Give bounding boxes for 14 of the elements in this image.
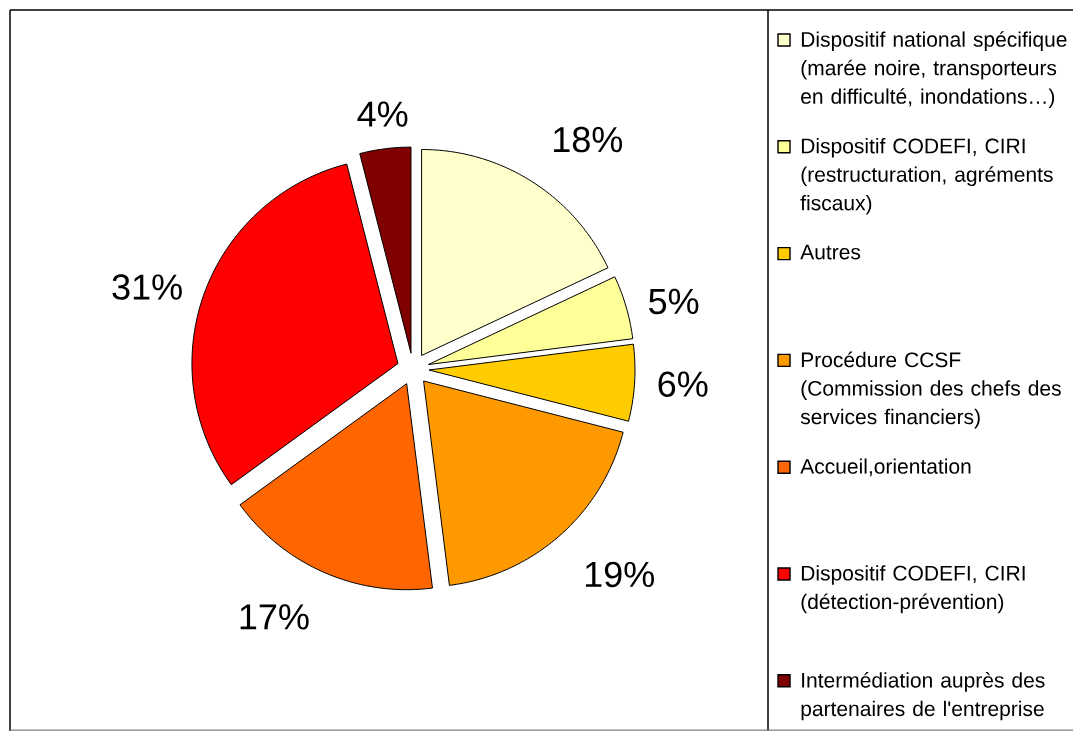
data-label: 18% — [554, 126, 623, 153]
legend-label: Intermédiation auprès des partenaires de l'entreprise — [801, 671, 1045, 721]
legend-label: Autres — [800, 244, 861, 260]
legend-label: Dispositif CODEFI, CIRI (restructuration, agréments fiscaux) — [800, 137, 1053, 215]
legend-label: Dispositif CODEFI, CIRI (détection-prévention) — [801, 565, 1025, 614]
data-label: 31% — [112, 274, 182, 300]
legend-label: Procédure CCSF (Commission des chefs des services financiers) — [800, 351, 1061, 429]
data-label: 17% — [240, 604, 309, 630]
data-label: 4% — [357, 101, 408, 127]
legend-label: Dispositif national spécifique (marée noire, transporteurs en difficulté, inondations…) — [801, 31, 1067, 108]
data-label: 6% — [658, 371, 708, 397]
legend-label: Accueil,orientation — [800, 458, 971, 477]
data-label: 5% — [649, 288, 699, 315]
data-label: 19% — [585, 561, 654, 588]
